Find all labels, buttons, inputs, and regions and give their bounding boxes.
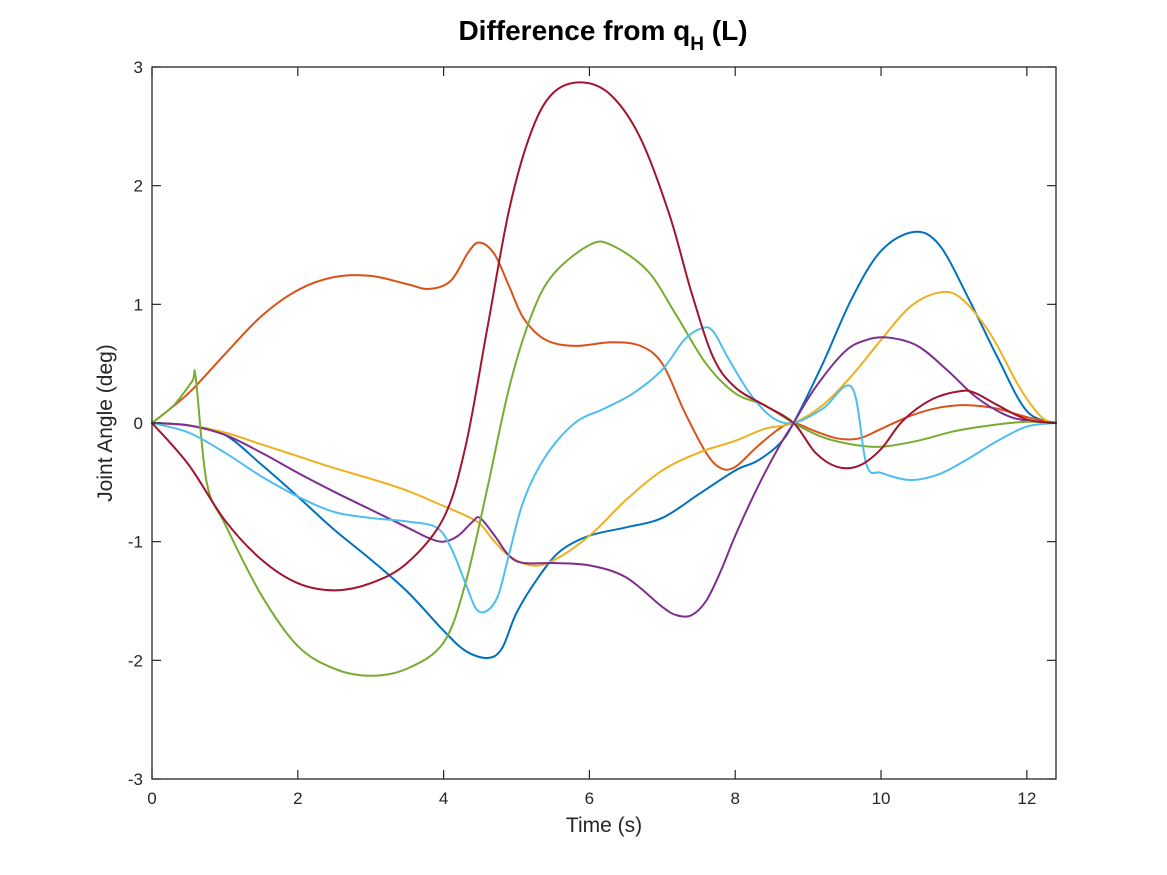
series-line-1 [151,230,1057,659]
series-line-6 [151,326,1057,614]
series-line-3 [151,290,1057,567]
x-axis-label: Time (s) [566,814,642,837]
chart-title-suffix: (L) [704,15,748,46]
chart-title-subscript: H [690,34,704,55]
series-line-5 [151,240,1057,677]
chart-title: Difference from qH (L) [458,15,747,55]
y-tick-label: 1 [134,295,143,314]
x-tick-label: 6 [585,789,594,808]
y-tick-label: 3 [134,58,143,77]
plot-series [151,81,1057,677]
series-line-7 [151,81,1057,592]
x-tick-label: 12 [1017,789,1036,808]
y-tick-label: -3 [128,770,143,789]
x-tick-label: 2 [293,789,302,808]
series-line-4 [151,336,1057,618]
y-tick-label: -1 [128,533,143,552]
x-tick-label: 10 [872,789,891,808]
series-line-2 [151,241,1057,471]
x-tick-label: 0 [147,789,156,808]
y-tick-label: 2 [134,177,143,196]
x-tick-label: 4 [439,789,448,808]
y-tick-label: -2 [128,651,143,670]
plot-frame [151,66,1057,780]
y-tick-label: 0 [134,414,143,433]
chart-title-main: Difference from q [458,15,690,46]
x-tick-label: 8 [730,789,739,808]
y-axis-label: Joint Angle (deg) [94,344,117,502]
